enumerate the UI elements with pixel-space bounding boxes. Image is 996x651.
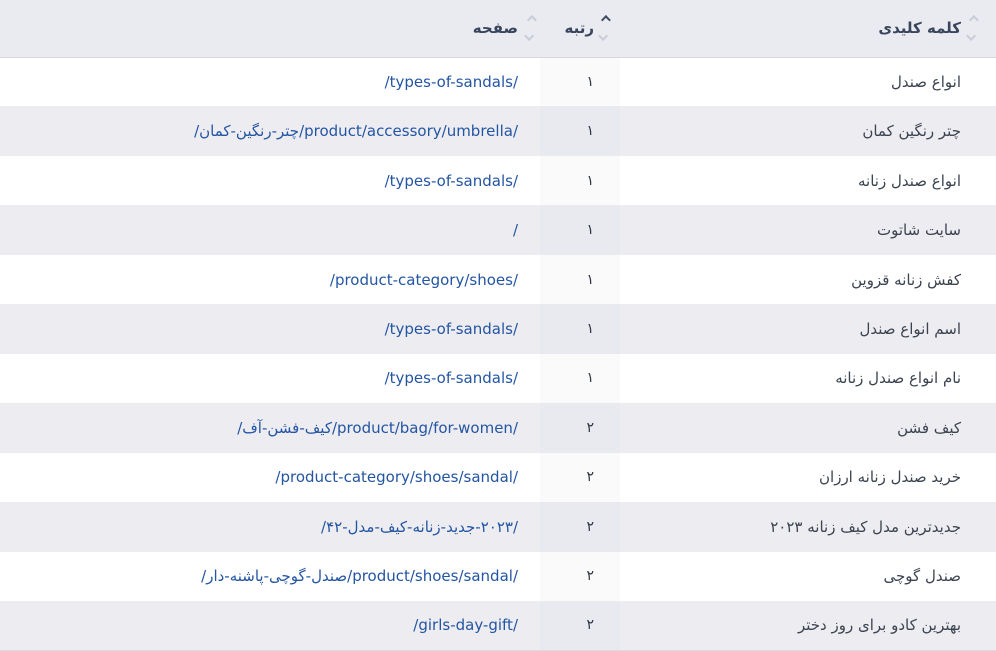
page-cell: /product/shoes/sandal/صندل-گوچی-پاشنه-دا… <box>0 551 540 601</box>
page-link[interactable]: /product/accessory/umbrella/چتر-رنگین-کم… <box>194 122 518 141</box>
keyword-cell: انواع صندل زنانه <box>620 155 996 206</box>
page-link[interactable]: / <box>512 221 518 240</box>
rank-cell: ۱ <box>540 304 620 354</box>
sort-asc-icon <box>968 15 979 26</box>
page-cell: /product/bag/for-women/کیف-فشن-آف/ <box>0 403 540 453</box>
rank-cell: ۲ <box>540 600 620 651</box>
keyword-cell: انواع صندل <box>620 57 996 107</box>
page-link[interactable]: /product-category/shoes/ <box>329 270 518 289</box>
sort-desc-icon <box>524 31 535 42</box>
page-cell: /types-of-sandals/ <box>0 57 540 107</box>
page-link[interactable]: /product-category/shoes/sandal/ <box>275 468 518 487</box>
table-header: کلمه کلیدی رتبه صفحه <box>0 0 996 58</box>
keyword-cell: نام انواع صندل زنانه <box>620 353 996 404</box>
rank-cell: ۲ <box>540 452 620 503</box>
table-row: بهترین کادو برای روز دختر ۲ /girls-day-g… <box>0 600 996 651</box>
column-header-label: صفحه <box>472 19 518 38</box>
keyword-cell: کیف فشن <box>620 403 996 453</box>
rank-cell: ۲ <box>540 551 620 601</box>
page-link[interactable]: /types-of-sandals/ <box>384 319 518 338</box>
rank-cell: ۲ <box>540 403 620 453</box>
sort-carets <box>966 15 979 42</box>
table-row: انواع صندل ۱ /types-of-sandals/ <box>0 57 996 107</box>
column-header-page[interactable]: صفحه <box>0 0 540 58</box>
page-cell: /girls-day-gift/ <box>0 600 540 651</box>
sort-desc-icon <box>598 31 609 42</box>
page-cell: / <box>0 205 540 255</box>
column-header-label: رتبه <box>564 19 595 38</box>
table-row: اسم انواع صندل ۱ /types-of-sandals/ <box>0 304 996 354</box>
page-cell: /product/accessory/umbrella/چتر-رنگین-کم… <box>0 106 540 156</box>
page-link[interactable]: /girls-day-gift/ <box>413 616 518 635</box>
sort-desc-icon <box>966 31 977 42</box>
keyword-cell: صندل گوچی <box>620 551 996 601</box>
table-body: انواع صندل ۱ /types-of-sandals/ چتر رنگی… <box>0 57 996 651</box>
keyword-cell: سایت شاتوت <box>620 205 996 255</box>
rank-cell: ۱ <box>540 205 620 255</box>
page-cell: /۲۰۲۳-جدید-زنانه-کیف-مدل-۴۲/ <box>0 502 540 552</box>
keyword-cell: کفش زنانه قزوین <box>620 254 996 305</box>
column-header-keyword[interactable]: کلمه کلیدی <box>620 0 996 58</box>
column-header-label: کلمه کلیدی <box>878 19 961 38</box>
page-cell: /types-of-sandals/ <box>0 304 540 354</box>
table-row: چتر رنگین کمان ۱ /product/accessory/umbr… <box>0 106 996 156</box>
table-row: خرید صندل زنانه ارزان ۲ /product-categor… <box>0 452 996 503</box>
page-link[interactable]: /types-of-sandals/ <box>384 171 518 190</box>
page-cell: /product-category/shoes/ <box>0 254 540 305</box>
table-row: انواع صندل زنانه ۱ /types-of-sandals/ <box>0 155 996 206</box>
page-link[interactable]: /types-of-sandals/ <box>384 72 518 91</box>
rank-cell: ۱ <box>540 254 620 305</box>
page-cell: /product-category/shoes/sandal/ <box>0 452 540 503</box>
page-link[interactable]: /۲۰۲۳-جدید-زنانه-کیف-مدل-۴۲/ <box>321 517 518 536</box>
page-cell: /types-of-sandals/ <box>0 155 540 206</box>
rank-cell: ۲ <box>540 502 620 552</box>
keyword-cell: بهترین کادو برای روز دختر <box>620 600 996 651</box>
table-row: جدیدترین مدل کیف زنانه ۲۰۲۳ ۲ /۲۰۲۳-جدید… <box>0 502 996 552</box>
table-row: کفش زنانه قزوین ۱ /product-category/shoe… <box>0 254 996 305</box>
keyword-cell: اسم انواع صندل <box>620 304 996 354</box>
table-row: نام انواع صندل زنانه ۱ /types-of-sandals… <box>0 353 996 404</box>
page-link[interactable]: /types-of-sandals/ <box>384 369 518 388</box>
keyword-cell: چتر رنگین کمان <box>620 106 996 156</box>
sort-carets <box>598 15 611 42</box>
rank-cell: ۱ <box>540 57 620 107</box>
page-link[interactable]: /product/bag/for-women/کیف-فشن-آف/ <box>237 418 518 437</box>
column-header-rank[interactable]: رتبه <box>540 0 620 58</box>
table-row: سایت شاتوت ۱ / <box>0 205 996 255</box>
keyword-cell: جدیدترین مدل کیف زنانه ۲۰۲۳ <box>620 502 996 552</box>
page-cell: /types-of-sandals/ <box>0 353 540 404</box>
table-row: صندل گوچی ۲ /product/shoes/sandal/صندل-گ… <box>0 551 996 601</box>
table-row: کیف فشن ۲ /product/bag/for-women/کیف-فشن… <box>0 403 996 453</box>
rank-cell: ۱ <box>540 155 620 206</box>
sort-asc-icon <box>526 15 537 26</box>
rank-cell: ۱ <box>540 106 620 156</box>
sort-asc-icon <box>600 15 611 26</box>
keyword-cell: خرید صندل زنانه ارزان <box>620 452 996 503</box>
page-link[interactable]: /product/shoes/sandal/صندل-گوچی-پاشنه-دا… <box>201 567 518 586</box>
header-row: کلمه کلیدی رتبه صفحه <box>0 0 996 58</box>
rank-cell: ۱ <box>540 353 620 404</box>
sort-carets <box>524 15 537 42</box>
